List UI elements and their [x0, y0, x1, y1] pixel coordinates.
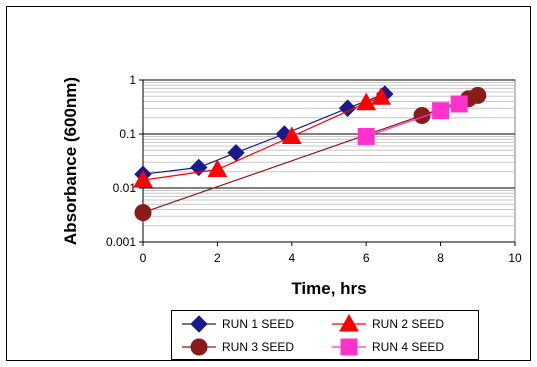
data-point	[469, 86, 487, 104]
data-point	[356, 92, 377, 111]
data-point	[207, 159, 228, 178]
data-point	[450, 95, 468, 113]
x-tick-label: 2	[214, 251, 221, 265]
y-tick-label: 1	[129, 73, 136, 87]
legend: RUN 1 SEED RUN 2 SEED RUN 3 SEED RUN 4 SEED	[171, 310, 479, 360]
x-tick-label: 6	[363, 251, 370, 265]
legend-label: RUN 1 SEED	[222, 317, 294, 331]
y-tick-label: 0.01	[113, 181, 137, 195]
legend-box	[171, 310, 479, 360]
y-axis-title: Absorbance (600nm)	[61, 77, 80, 245]
x-axis-title: Time, hrs	[291, 279, 366, 298]
legend-item: RUN 2 SEED	[332, 313, 444, 332]
data-point	[432, 102, 450, 120]
series-4	[357, 95, 468, 145]
legend-label: RUN 4 SEED	[372, 340, 444, 354]
y-tick-label: 0.1	[119, 127, 136, 141]
series-layer	[133, 85, 487, 222]
legend-item: RUN 4 SEED	[332, 338, 444, 356]
legend-marker	[340, 338, 358, 356]
series-2	[133, 87, 391, 188]
legend-marker	[190, 338, 208, 356]
legend-marker	[190, 315, 208, 333]
legend-marker	[339, 313, 359, 332]
y-tick-label: 0.001	[106, 235, 136, 249]
x-tick-label: 10	[508, 251, 522, 265]
data-point	[281, 126, 302, 144]
legend-item: RUN 3 SEED	[182, 338, 294, 356]
data-point	[133, 170, 153, 188]
legend-label: RUN 3 SEED	[222, 340, 294, 354]
legend-label: RUN 2 SEED	[372, 317, 444, 331]
data-point	[371, 87, 391, 105]
legend-item: RUN 1 SEED	[182, 315, 294, 333]
grid-lines	[143, 79, 515, 243]
data-point	[134, 204, 152, 222]
x-tick-label: 0	[140, 251, 147, 265]
x-tick-label: 4	[288, 251, 295, 265]
data-point	[338, 99, 357, 117]
data-point	[357, 127, 375, 145]
x-tick-label: 8	[437, 251, 444, 265]
axes	[139, 79, 516, 246]
data-point	[413, 107, 431, 125]
